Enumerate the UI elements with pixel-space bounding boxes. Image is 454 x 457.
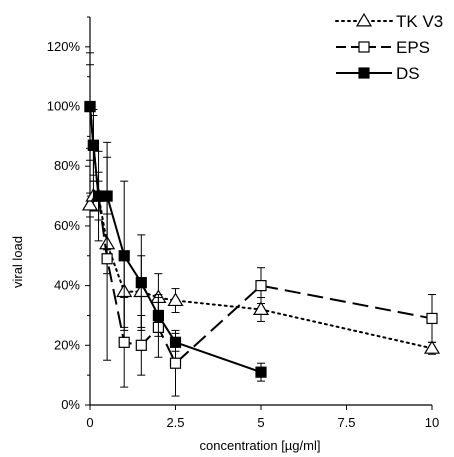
axis-ticks: 0% 20% 40% 60% 80% 100% 120% 0 2.5 5 7.5 10 — [47, 16, 439, 430]
legend-marker — [358, 67, 370, 79]
data-point — [135, 277, 147, 289]
data-point — [84, 100, 96, 113]
data-point — [152, 309, 164, 322]
data-point — [169, 357, 182, 369]
y-tick-label: 40% — [54, 278, 80, 293]
series-layer — [81, 52, 441, 397]
x-tick-label: 7.5 — [337, 415, 355, 430]
y-tick-label: 120% — [47, 39, 81, 54]
y-tick-label: 0% — [61, 397, 80, 412]
y-axis-title: viral load — [10, 236, 25, 288]
series-eps — [84, 64, 438, 397]
data-point — [81, 196, 99, 211]
data-point — [135, 339, 147, 351]
x-tick-label: 10 — [425, 415, 439, 430]
data-point — [426, 312, 438, 325]
data-point — [167, 292, 184, 307]
legend: TK V3 EPS DS — [335, 12, 443, 83]
data-point — [255, 280, 267, 292]
legend-item-eps: EPS — [336, 38, 430, 57]
legend-marker — [358, 41, 370, 53]
data-point — [255, 366, 267, 378]
y-tick-label: 60% — [54, 218, 80, 233]
data-point — [87, 139, 100, 151]
data-point — [101, 253, 113, 265]
data-point — [101, 190, 113, 202]
y-tick-label: 100% — [47, 99, 81, 114]
x-tick-label: 0 — [86, 415, 93, 430]
legend-marker — [355, 12, 373, 27]
series-ds — [84, 52, 267, 382]
legend-label: TK V3 — [396, 12, 443, 31]
legend-item-ds: DS — [336, 64, 420, 83]
legend-item-tk-v3: TK V3 — [335, 12, 443, 31]
x-axis-title: concentration [µg/ml] — [200, 438, 321, 453]
y-tick-label: 80% — [54, 158, 80, 173]
data-point — [423, 340, 441, 354]
legend-label: DS — [396, 64, 420, 83]
x-tick-label: 2.5 — [166, 415, 184, 430]
legend-label: EPS — [396, 38, 430, 57]
x-tick-label: 5 — [257, 415, 264, 430]
series-line — [89, 106, 433, 365]
data-point — [252, 301, 270, 315]
y-tick-label: 20% — [54, 337, 80, 352]
data-point — [169, 336, 182, 348]
data-point — [118, 336, 130, 348]
data-point — [118, 250, 130, 262]
